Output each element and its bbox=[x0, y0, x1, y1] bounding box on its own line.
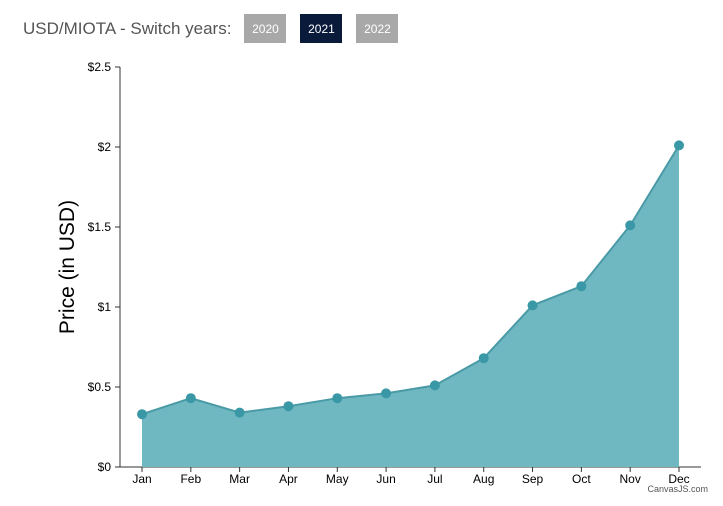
year-button-2020[interactable]: 2020 bbox=[244, 14, 287, 43]
year-button-2021[interactable]: 2021 bbox=[300, 14, 343, 43]
data-point-jun bbox=[381, 388, 392, 399]
x-tick-label: Sep bbox=[522, 472, 544, 486]
area-fill bbox=[142, 145, 679, 467]
data-point-feb bbox=[185, 393, 196, 404]
y-tick-label: $2.5 bbox=[88, 60, 112, 74]
data-point-may bbox=[332, 393, 343, 404]
x-tick-label: Jun bbox=[376, 472, 395, 486]
y-tick-label: $0.5 bbox=[88, 380, 112, 394]
x-tick-label: Oct bbox=[572, 472, 591, 486]
data-point-nov bbox=[625, 220, 636, 231]
y-tick-label: $1.5 bbox=[88, 220, 112, 234]
x-tick-label: Aug bbox=[473, 472, 494, 486]
data-point-mar bbox=[234, 407, 245, 418]
chart-title: USD/MIOTA - Switch years: bbox=[23, 18, 232, 38]
x-tick-label: Jan bbox=[132, 472, 151, 486]
y-tick-label: $0 bbox=[98, 460, 112, 474]
data-point-aug bbox=[478, 353, 489, 364]
canvasjs-credit[interactable]: CanvasJS.com bbox=[647, 484, 708, 494]
y-axis-title: Price (in USD) bbox=[56, 200, 79, 334]
y-tick-label: $1 bbox=[98, 300, 112, 314]
x-tick-label: May bbox=[326, 472, 349, 486]
data-point-jul bbox=[429, 380, 440, 391]
chart-header: USD/MIOTA - Switch years: 2020 2021 2022 bbox=[23, 13, 412, 44]
x-tick-label: Jul bbox=[427, 472, 442, 486]
year-button-2022[interactable]: 2022 bbox=[356, 14, 399, 43]
series-line bbox=[141, 144, 680, 416]
data-point-jan bbox=[137, 409, 147, 420]
x-tick-label: Nov bbox=[620, 472, 641, 486]
data-point-dec bbox=[674, 140, 684, 151]
data-point-sep bbox=[527, 300, 538, 311]
data-point-apr bbox=[283, 401, 294, 412]
x-tick-label: Dec bbox=[668, 472, 689, 486]
x-tick-label: Mar bbox=[229, 472, 250, 486]
x-tick-label: Apr bbox=[279, 472, 298, 486]
data-point-oct bbox=[576, 281, 587, 292]
series-area bbox=[137, 140, 684, 467]
y-tick-label: $2 bbox=[98, 140, 112, 154]
x-tick-label: Feb bbox=[180, 472, 201, 486]
